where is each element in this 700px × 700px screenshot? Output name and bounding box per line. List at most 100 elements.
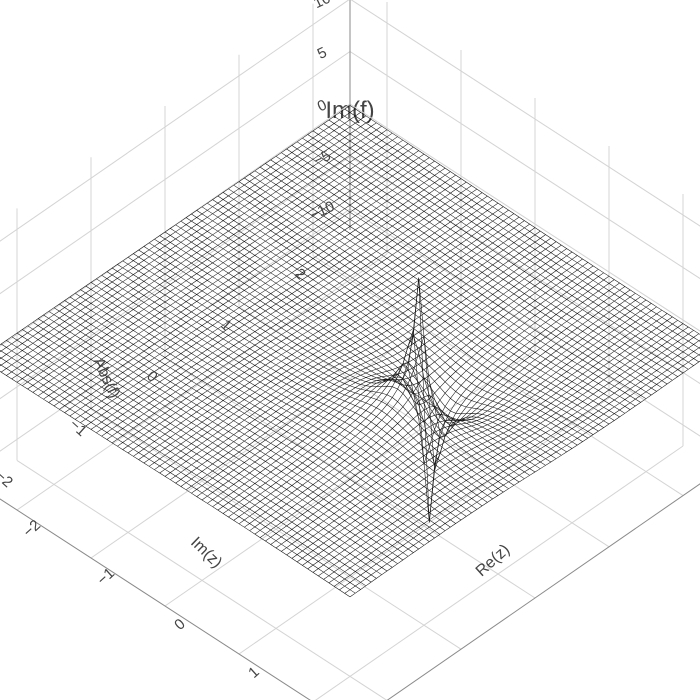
surface-line <box>180 237 552 487</box>
surface-line <box>43 146 414 400</box>
surface-line <box>328 333 700 584</box>
surface-line <box>333 339 700 587</box>
surface-line <box>254 286 626 535</box>
surface-line <box>48 150 419 403</box>
surface-line <box>0 119 372 373</box>
surface-line <box>349 360 700 598</box>
surface-line <box>101 185 472 437</box>
surface-line <box>201 251 573 501</box>
surface-line <box>32 139 404 393</box>
surface-line <box>16 129 388 383</box>
floor-gridline <box>90 408 462 650</box>
surface-line <box>312 323 684 573</box>
surface-line <box>0 108 356 353</box>
y-axis-title: Im(z) <box>187 534 225 572</box>
surface-line <box>196 210 567 453</box>
surface-line <box>133 206 504 457</box>
surface-line <box>175 224 546 466</box>
y-tick-label: 1 <box>217 316 235 334</box>
surface-line <box>154 220 525 470</box>
surface-line <box>37 143 409 397</box>
floor-gridline <box>16 459 388 700</box>
surface-line <box>281 303 652 552</box>
surface-line <box>164 227 536 477</box>
surface-line <box>90 178 462 430</box>
surface-line <box>217 262 589 511</box>
surface-line <box>259 289 631 538</box>
surface-line <box>265 293 636 542</box>
surface-line <box>6 122 377 376</box>
surface-line <box>74 167 446 420</box>
surface-line <box>170 230 541 480</box>
x-tick-label: −1 <box>94 565 118 589</box>
x-tick-label: −2 <box>20 517 44 541</box>
surface-line <box>11 125 382 380</box>
wall-gridline <box>350 0 700 227</box>
surface-line <box>291 309 663 559</box>
surface-line <box>191 213 562 456</box>
box-edge <box>0 498 311 700</box>
surface-line <box>296 313 668 563</box>
surface-line <box>212 199 583 442</box>
surface-line <box>238 275 610 525</box>
surface-line <box>154 238 525 479</box>
wall-gridline <box>0 51 351 295</box>
surface-mesh <box>0 105 700 598</box>
surface-line <box>175 234 546 484</box>
box-edge <box>386 483 700 700</box>
surface-line <box>64 160 435 413</box>
surface-line <box>228 269 599 518</box>
surface-line <box>27 136 398 390</box>
surface-line <box>185 241 557 491</box>
surface-line <box>270 296 641 545</box>
surface-line <box>318 127 689 370</box>
surface-line <box>159 223 530 474</box>
surface-line <box>196 248 567 497</box>
surface-line <box>233 184 604 428</box>
surface-line <box>143 213 515 464</box>
surface-line <box>111 192 483 444</box>
surface-line <box>0 343 372 583</box>
surface-line <box>233 272 604 521</box>
surface-line <box>249 282 620 531</box>
wall-gridline <box>349 156 700 385</box>
surface-line <box>286 306 657 556</box>
surface-line <box>244 279 615 528</box>
x-tick-label: 0 <box>171 616 189 634</box>
surface-line <box>307 320 678 570</box>
surface-line <box>207 255 578 504</box>
surface-line <box>222 265 594 514</box>
surface-line <box>323 123 694 366</box>
surface-line <box>148 216 520 467</box>
surface-line <box>69 164 441 417</box>
surface-line <box>106 188 478 440</box>
surface-line <box>296 141 668 385</box>
surface-line <box>323 330 694 580</box>
z-tick-label: 5 <box>315 44 330 63</box>
surface-line <box>344 353 700 594</box>
surface-line <box>96 181 467 434</box>
surface-line <box>117 195 488 447</box>
wall-gridline <box>0 156 351 400</box>
z-tick-label: 10 <box>311 0 333 12</box>
surface-line <box>0 105 351 346</box>
surface-line <box>53 153 425 407</box>
surface-line <box>122 199 493 450</box>
surface-line <box>0 115 367 367</box>
wall-gridline <box>349 51 700 280</box>
x-axis-title: Re(z) <box>473 541 513 580</box>
surface-line <box>0 371 351 598</box>
y-tick-label: 2 <box>291 265 309 283</box>
wall-gridline <box>0 0 350 242</box>
surface-line <box>22 132 393 386</box>
surface-line <box>291 145 663 388</box>
surface-line <box>328 119 700 363</box>
surface-line <box>59 157 430 410</box>
x-tick-label: 1 <box>245 664 263 682</box>
surface-line <box>37 318 409 557</box>
surface-line <box>0 357 361 590</box>
y-tick-label: −2 <box>0 467 16 491</box>
surface-line <box>191 244 562 494</box>
surface-line <box>302 316 673 566</box>
